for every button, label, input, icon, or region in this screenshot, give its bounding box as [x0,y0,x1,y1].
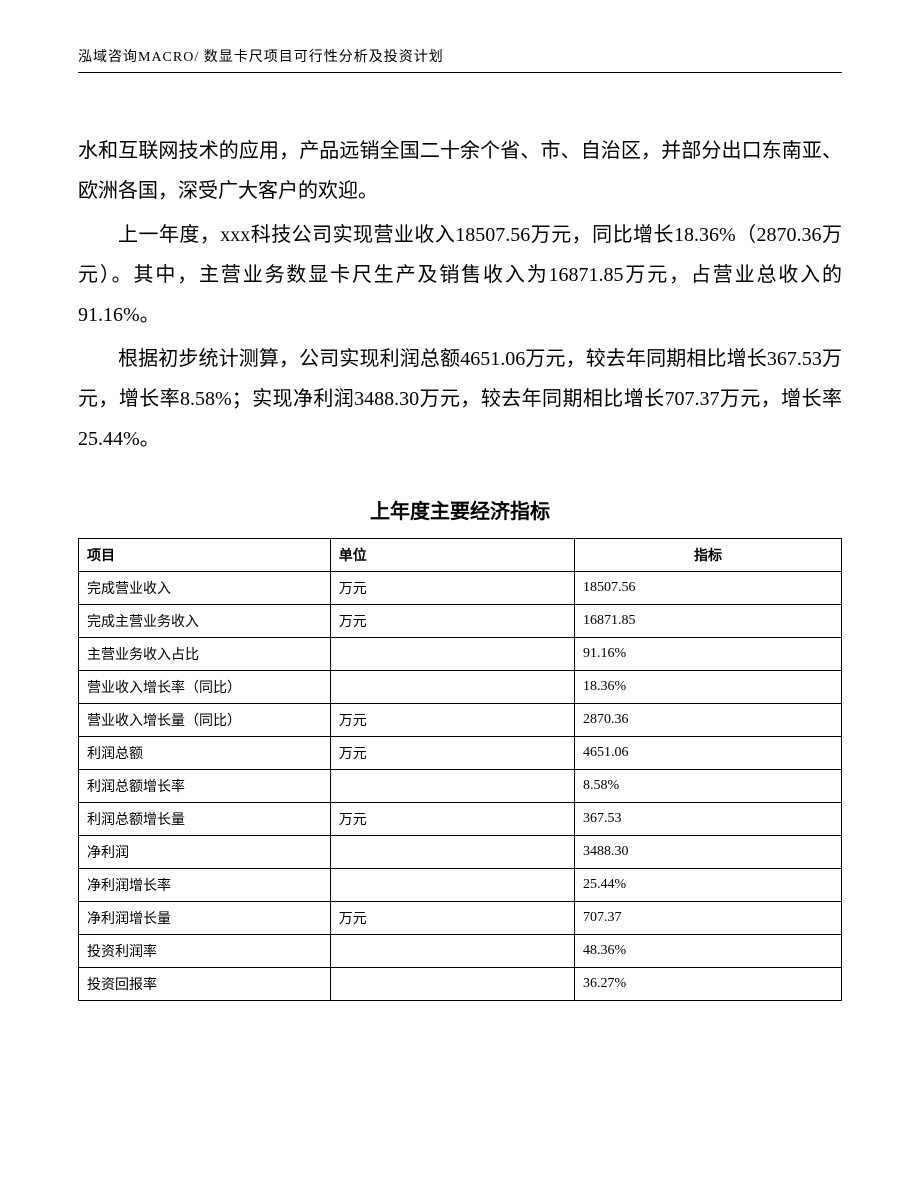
table-row: 投资利润率 48.36% [79,935,842,968]
cell-item: 投资回报率 [79,968,331,1001]
cell-item: 营业收入增长率（同比） [79,671,331,704]
cell-value: 16871.85 [574,605,841,638]
cell-unit: 万元 [330,605,574,638]
paragraph-3: 根据初步统计测算，公司实现利润总额4651.06万元，较去年同期相比增长367.… [78,339,842,459]
economic-indicators-table: 项目 单位 指标 完成营业收入 万元 18507.56 完成主营业务收入 万元 … [78,538,842,1001]
cell-value: 91.16% [574,638,841,671]
cell-value: 2870.36 [574,704,841,737]
paragraph-2: 上一年度，xxx科技公司实现营业收入18507.56万元，同比增长18.36%（… [78,215,842,335]
table-row: 完成营业收入 万元 18507.56 [79,572,842,605]
cell-unit [330,638,574,671]
paragraph-1: 水和互联网技术的应用，产品远销全国二十余个省、市、自治区，并部分出口东南亚、欧洲… [78,131,842,211]
cell-value: 36.27% [574,968,841,1001]
body-text: 水和互联网技术的应用，产品远销全国二十余个省、市、自治区，并部分出口东南亚、欧洲… [78,131,842,459]
cell-item: 净利润 [79,836,331,869]
cell-item: 净利润增长率 [79,869,331,902]
col-header-value: 指标 [574,539,841,572]
table-row: 净利润 3488.30 [79,836,842,869]
cell-unit [330,671,574,704]
cell-item: 主营业务收入占比 [79,638,331,671]
table-row: 利润总额 万元 4651.06 [79,737,842,770]
table-row: 营业收入增长量（同比） 万元 2870.36 [79,704,842,737]
cell-unit: 万元 [330,902,574,935]
table-header-row: 项目 单位 指标 [79,539,842,572]
cell-item: 完成营业收入 [79,572,331,605]
cell-unit: 万元 [330,572,574,605]
cell-unit [330,968,574,1001]
cell-value: 8.58% [574,770,841,803]
table-row: 利润总额增长率 8.58% [79,770,842,803]
page: 泓域咨询MACRO/ 数显卡尺项目可行性分析及投资计划 水和互联网技术的应用，产… [0,0,920,1191]
cell-unit: 万元 [330,737,574,770]
table-body: 完成营业收入 万元 18507.56 完成主营业务收入 万元 16871.85 … [79,572,842,1001]
cell-item: 投资利润率 [79,935,331,968]
cell-unit [330,770,574,803]
cell-value: 18507.56 [574,572,841,605]
cell-unit [330,935,574,968]
table-row: 营业收入增长率（同比） 18.36% [79,671,842,704]
table-row: 完成主营业务收入 万元 16871.85 [79,605,842,638]
cell-item: 利润总额 [79,737,331,770]
cell-item: 净利润增长量 [79,902,331,935]
cell-unit [330,836,574,869]
col-header-unit: 单位 [330,539,574,572]
table-row: 主营业务收入占比 91.16% [79,638,842,671]
cell-value: 4651.06 [574,737,841,770]
cell-value: 367.53 [574,803,841,836]
page-header: 泓域咨询MACRO/ 数显卡尺项目可行性分析及投资计划 [78,46,842,73]
table-row: 净利润增长量 万元 707.37 [79,902,842,935]
cell-unit [330,869,574,902]
cell-value: 48.36% [574,935,841,968]
cell-value: 3488.30 [574,836,841,869]
cell-item: 完成主营业务收入 [79,605,331,638]
cell-value: 18.36% [574,671,841,704]
cell-item: 营业收入增长量（同比） [79,704,331,737]
col-header-item: 项目 [79,539,331,572]
cell-item: 利润总额增长量 [79,803,331,836]
cell-value: 25.44% [574,869,841,902]
cell-unit: 万元 [330,803,574,836]
table-row: 利润总额增长量 万元 367.53 [79,803,842,836]
cell-item: 利润总额增长率 [79,770,331,803]
cell-value: 707.37 [574,902,841,935]
table-row: 投资回报率 36.27% [79,968,842,1001]
table-title: 上年度主要经济指标 [78,495,842,524]
table-row: 净利润增长率 25.44% [79,869,842,902]
cell-unit: 万元 [330,704,574,737]
